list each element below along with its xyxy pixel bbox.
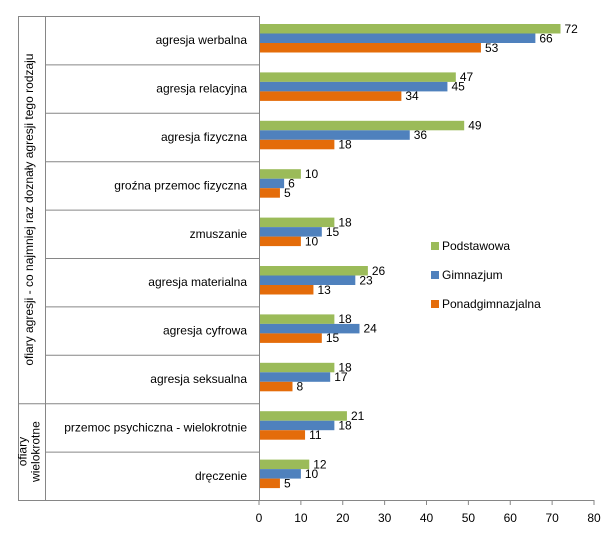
- bar: [260, 227, 322, 237]
- bars-layer: 7266534745344936181065181510262313182415…: [260, 22, 579, 490]
- data-label: 15: [326, 225, 340, 239]
- bar: [260, 459, 310, 470]
- data-label: 12: [313, 457, 327, 471]
- data-label: 47: [460, 70, 474, 84]
- category-label: dręczenie: [195, 469, 247, 483]
- category-label: agresja werbalna: [156, 33, 248, 47]
- data-label: 6: [288, 176, 295, 190]
- data-label: 10: [305, 467, 319, 481]
- data-label: 18: [338, 312, 352, 326]
- category-label: groźna przemoc fizyczna: [114, 178, 247, 192]
- category-labels: agresja werbalna agresja relacyjna agresja…: [64, 33, 247, 483]
- x-tick-label: 10: [294, 511, 308, 525]
- category-label: agresja fizyczna: [161, 130, 247, 144]
- x-tick-label: 20: [336, 511, 350, 525]
- data-label: 18: [338, 361, 352, 375]
- data-label: 72: [565, 22, 579, 36]
- bar: [260, 72, 456, 82]
- bar: [260, 178, 285, 189]
- bar: [260, 362, 335, 373]
- category-label: przemoc psychiczna - wielokrotnie: [64, 420, 247, 434]
- data-label: 10: [305, 167, 319, 181]
- legend-label: Gimnazjum: [442, 268, 503, 282]
- bar: [260, 275, 356, 285]
- legend-label: Podstawowa: [442, 239, 510, 253]
- data-label: 53: [485, 41, 499, 55]
- category-label: agresja materialna: [148, 275, 247, 289]
- data-label: 18: [338, 418, 352, 432]
- bar: [260, 314, 335, 324]
- legend-swatch: [431, 242, 439, 250]
- data-label: 21: [351, 409, 365, 423]
- bar: [260, 372, 331, 382]
- group-label: ofiary: [16, 437, 30, 466]
- bar: [260, 217, 335, 228]
- data-label: 5: [284, 186, 291, 200]
- bar: [260, 130, 410, 140]
- bar: [260, 469, 301, 479]
- legend-label: Ponadgimnazjalna: [442, 297, 541, 311]
- category-label: zmuszanie: [190, 227, 248, 241]
- data-label: 26: [372, 264, 386, 278]
- data-label: 24: [364, 322, 378, 336]
- x-tick-label: 50: [462, 511, 476, 525]
- group-label: ofiary agresji - co najmniej raz doznały…: [22, 54, 36, 366]
- axes-layer: 0 10 20 30 40 50 60 70 80: [18, 16, 601, 525]
- bar: [260, 381, 293, 392]
- bar: [260, 285, 314, 295]
- bar: [260, 169, 301, 179]
- data-label: 5: [284, 476, 291, 490]
- legend-swatch: [431, 271, 439, 279]
- bar: [260, 420, 335, 431]
- x-tick-label: 60: [504, 511, 518, 525]
- data-label: 15: [326, 331, 340, 345]
- data-label: 45: [451, 80, 465, 94]
- bar: [260, 91, 402, 101]
- bar: [260, 43, 481, 53]
- data-label: 34: [405, 89, 419, 103]
- category-label: agresja cyfrowa: [163, 324, 247, 338]
- bar: [260, 24, 561, 34]
- legend: Podstawowa Gimnazjum Ponadgimnazjalna: [431, 239, 541, 311]
- data-label: 23: [359, 273, 373, 287]
- data-label: 13: [317, 283, 331, 297]
- category-label: agresja relacyjna: [156, 82, 247, 96]
- data-label: 11: [309, 428, 322, 442]
- data-label: 10: [305, 234, 319, 248]
- bar: [260, 411, 347, 421]
- bar: [260, 33, 536, 43]
- bar: [260, 323, 360, 334]
- bar: [260, 236, 301, 247]
- bar: [260, 139, 335, 150]
- bar: [260, 266, 368, 276]
- legend-swatch: [431, 300, 439, 308]
- x-tick-label: 30: [378, 511, 392, 525]
- bar: [260, 430, 306, 440]
- x-tick-label: 0: [256, 511, 263, 525]
- group-label: wielokrotne: [29, 421, 43, 483]
- group-labels: ofiary agresji - co najmniej raz doznały…: [16, 54, 43, 483]
- bar: [260, 188, 280, 198]
- data-label: 66: [539, 31, 553, 45]
- data-label: 36: [414, 128, 428, 142]
- bar: [260, 120, 465, 131]
- bar: [260, 478, 280, 489]
- x-tick-label: 40: [420, 511, 434, 525]
- x-tick-label: 80: [587, 511, 601, 525]
- data-label: 18: [338, 215, 352, 229]
- bar: [260, 333, 322, 343]
- data-label: 18: [338, 138, 352, 152]
- data-label: 49: [468, 119, 482, 133]
- bar: [260, 81, 448, 92]
- category-label: agresja seksualna: [150, 372, 247, 386]
- data-label: 17: [334, 370, 348, 384]
- x-tick-label: 70: [545, 511, 559, 525]
- data-label: 8: [297, 380, 304, 394]
